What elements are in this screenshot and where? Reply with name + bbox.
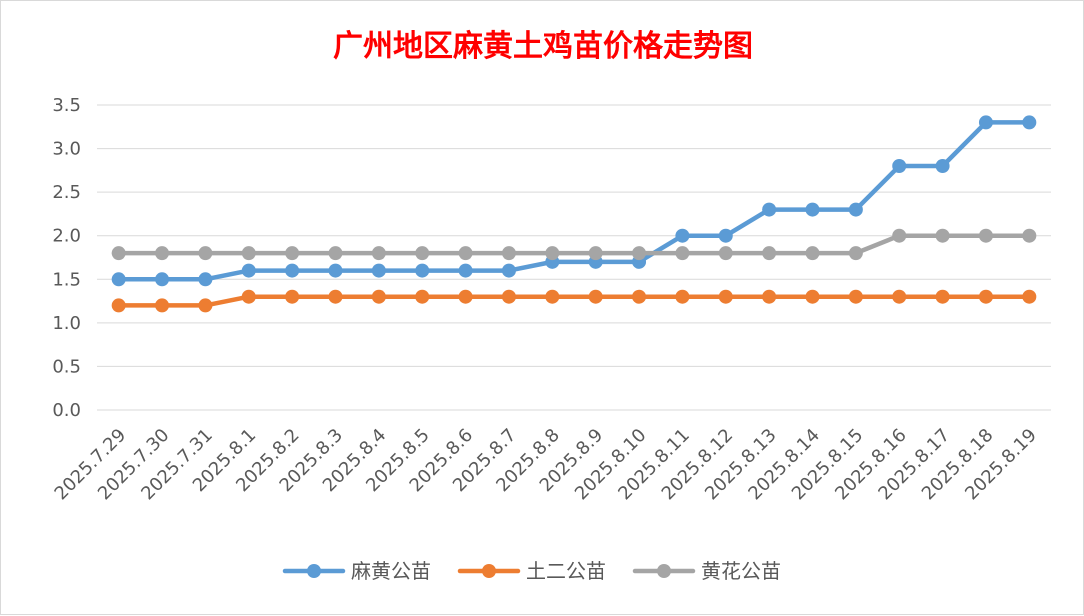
series-1 [111, 289, 1037, 313]
data-point [848, 246, 863, 261]
data-point [285, 289, 300, 304]
data-point [632, 289, 647, 304]
data-point [198, 298, 213, 313]
data-point [328, 263, 343, 278]
data-point [458, 246, 473, 261]
data-point [718, 246, 733, 261]
legend-marker-icon [307, 564, 321, 578]
chart-title: 广州地区麻黄土鸡苗价格走势图 [333, 29, 753, 64]
y-tick-label: 2.0 [52, 226, 81, 247]
data-point [632, 246, 647, 261]
data-point [328, 246, 343, 261]
data-point [415, 263, 430, 278]
legend-item: 黄花公苗 [632, 559, 781, 583]
data-point [935, 159, 950, 173]
data-point [675, 228, 690, 243]
data-point [892, 159, 907, 173]
data-point [762, 246, 777, 261]
data-point [935, 228, 950, 243]
data-point [848, 202, 863, 217]
data-point [892, 228, 907, 243]
series-line [116, 294, 1032, 308]
y-tick-label: 1.0 [52, 313, 81, 334]
data-point [155, 272, 170, 287]
data-point [458, 263, 473, 278]
data-point [762, 289, 777, 304]
data-point [718, 289, 733, 304]
series-0 [111, 115, 1037, 287]
data-point [111, 298, 126, 313]
y-tick-label: 1.5 [52, 269, 81, 290]
data-point [371, 246, 386, 261]
legend-marker-icon [482, 564, 496, 578]
data-point [155, 246, 170, 261]
y-tick-label: 0.5 [52, 356, 81, 377]
data-point [805, 289, 820, 304]
data-point [198, 272, 213, 287]
data-point [501, 289, 516, 304]
y-axis: 0.0 0.5 1.0 1.5 2.0 2.5 3.0 3.5 [52, 95, 81, 421]
data-point [111, 246, 126, 261]
data-point [675, 246, 690, 261]
grid-lines [97, 104, 1051, 411]
legend-label: 土二公苗 [526, 559, 606, 583]
data-point [978, 115, 993, 130]
legend-item: 麻黄公苗 [282, 559, 431, 583]
data-point [371, 289, 386, 304]
data-point [241, 246, 256, 261]
series-2 [111, 228, 1037, 261]
data-point [892, 289, 907, 304]
data-point [1022, 289, 1037, 304]
y-tick-label: 2.5 [52, 182, 81, 203]
data-point [328, 289, 343, 304]
y-tick-label: 3.0 [52, 139, 81, 160]
data-point [1022, 115, 1037, 130]
data-point [848, 289, 863, 304]
data-point [415, 246, 430, 261]
data-point [978, 289, 993, 304]
data-point [285, 263, 300, 278]
data-point [501, 263, 516, 278]
data-point [805, 202, 820, 217]
data-point [718, 228, 733, 243]
legend-marker-icon [657, 564, 671, 578]
data-point [241, 289, 256, 304]
data-point [415, 289, 430, 304]
series-line [116, 120, 1032, 282]
legend-label: 黄花公苗 [701, 559, 781, 583]
data-point [675, 289, 690, 304]
data-point [198, 246, 213, 261]
data-point [501, 246, 516, 261]
data-point [805, 246, 820, 261]
data-point [458, 289, 473, 304]
data-point [241, 263, 256, 278]
series-line [116, 233, 1032, 256]
x-axis: 2025.7.292025.7.302025.7.312025.8.12025.… [51, 425, 1041, 505]
data-point [588, 246, 603, 261]
data-point [285, 246, 300, 261]
data-point [935, 289, 950, 304]
legend-item: 土二公苗 [457, 559, 606, 583]
data-point [545, 289, 560, 304]
data-point [588, 289, 603, 304]
data-point [762, 202, 777, 217]
data-point [545, 246, 560, 261]
data-point [155, 298, 170, 313]
series-lines [111, 115, 1037, 313]
data-point [371, 263, 386, 278]
legend-label: 麻黄公苗 [351, 559, 431, 583]
data-point [111, 272, 126, 287]
y-tick-label: 0.0 [52, 400, 81, 421]
legend: 麻黄公苗 土二公苗 黄花公苗 [282, 559, 781, 583]
data-point [978, 228, 993, 243]
data-point [1022, 228, 1037, 243]
y-tick-label: 3.5 [52, 95, 81, 116]
